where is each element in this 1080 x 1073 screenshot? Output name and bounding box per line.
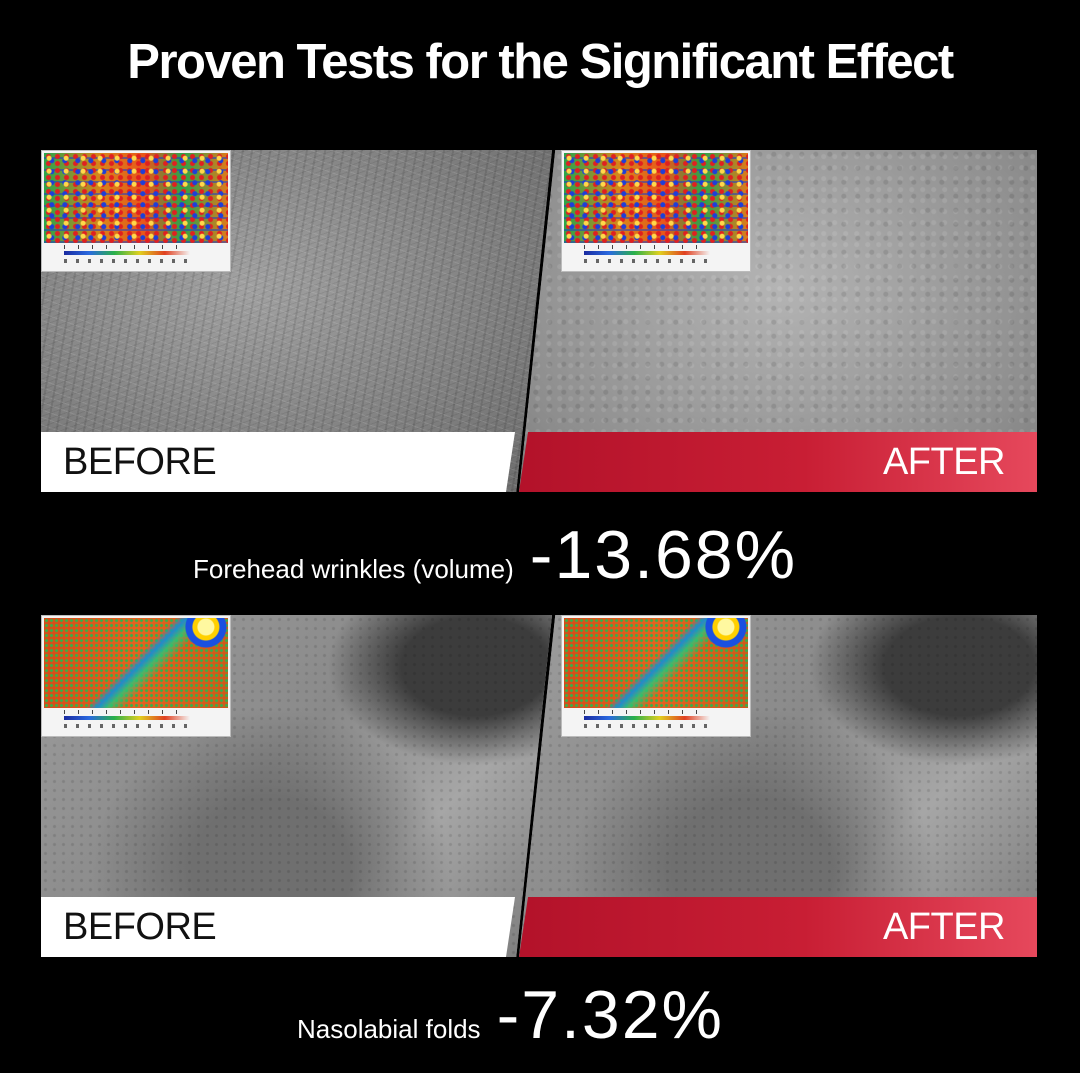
before-photo-forehead [41, 150, 552, 492]
metric-nasolabial: Nasolabial folds -7.32% [297, 976, 724, 1054]
metric-label: Forehead wrinkles (volume) [193, 554, 514, 584]
metric-forehead: Forehead wrinkles (volume) -13.68% [193, 516, 797, 594]
after-label: AFTER [519, 897, 1037, 957]
metric-label: Nasolabial folds [297, 1014, 481, 1044]
topography-heatmap [561, 615, 751, 737]
topography-heatmap [561, 150, 751, 272]
topography-heatmap [41, 150, 231, 272]
metric-value: -7.32% [496, 977, 725, 1053]
before-label: BEFORE [41, 432, 515, 492]
before-label: BEFORE [41, 897, 515, 957]
topography-heatmap [41, 615, 231, 737]
metric-value: -13.68% [529, 517, 798, 593]
after-label: AFTER [519, 432, 1037, 492]
page-title: Proven Tests for the Significant Effect [127, 35, 954, 89]
